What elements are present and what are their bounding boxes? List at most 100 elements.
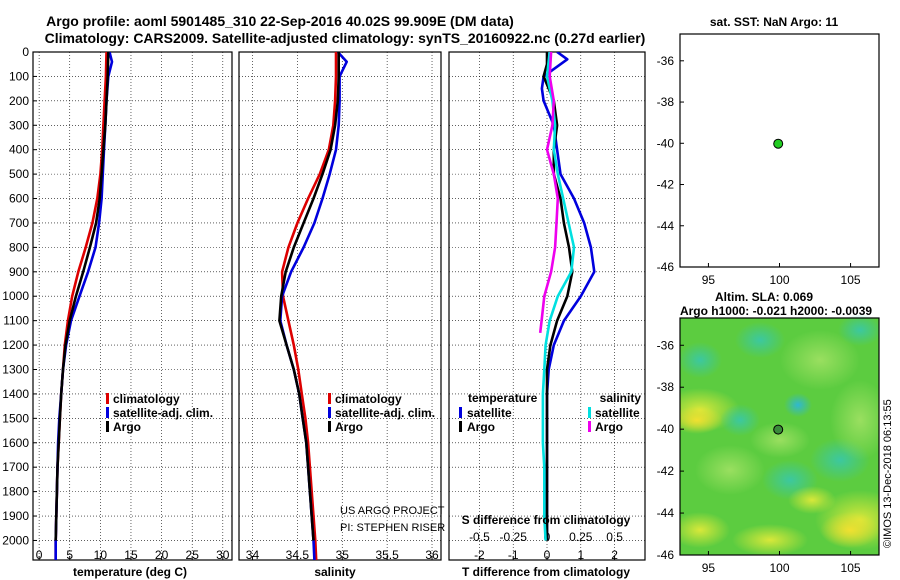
sla-heatmap — [680, 314, 879, 555]
altim-sla-title: Altim. SLA: 0.069 — [715, 290, 813, 304]
series-line-argo — [278, 52, 341, 541]
legend-heading-temperature: temperature — [468, 391, 538, 405]
series-line-salinity-satellite — [541, 52, 576, 541]
difference-xtick-label: 1 — [577, 548, 584, 562]
map-ytick-label: -38 — [657, 380, 675, 394]
legend-label-climatology: climatology — [113, 392, 180, 406]
figure-title-line1: Argo profile: aoml 5901485_310 22-Sep-20… — [46, 13, 514, 29]
depth-tick-label: 200 — [9, 94, 29, 108]
legend-swatch-satellite — [328, 407, 331, 418]
salinity-xtick-label: 35.5 — [375, 548, 399, 562]
altim-sla-subtitle: Argo h1000: -0.021 h2000: -0.0039 — [680, 304, 872, 318]
sla-field-patch — [780, 330, 860, 390]
legend-swatch-climatology — [328, 393, 331, 404]
salinity-legend: climatology satellite-adj. clim. Argo — [328, 392, 435, 434]
temperature-panel-frame — [32, 51, 233, 561]
argo-float-marker — [773, 138, 784, 149]
difference-xtick-label: -1 — [508, 548, 519, 562]
depth-tick-label: 1700 — [2, 460, 29, 474]
series-line-argo — [54, 52, 110, 541]
legend-label-climatology: climatology — [335, 392, 402, 406]
difference-secondary-tick-label: -0.25 — [500, 530, 528, 544]
map-axes: 95 100 105 -36 -38 -40 -42 -44 -46 95 100 105 -36 -38… — [657, 54, 861, 575]
series-line-climatology — [280, 52, 338, 560]
temperature-xtick-label: 25 — [186, 548, 200, 562]
sla-field-patch — [750, 422, 810, 458]
legend-swatch-climatology — [106, 393, 109, 404]
legend-swatch-t-argo — [459, 421, 462, 432]
depth-tick-label: 400 — [9, 143, 29, 157]
sla-field-patch — [830, 380, 879, 460]
temperature-xtick-label: 0 — [36, 548, 43, 562]
depth-tick-label: 300 — [9, 118, 29, 132]
depth-axis-ticks: 0 100 200 300 400 500 600 700 800 900 1000 1100 1200… — [2, 45, 37, 547]
difference-xtick-label: 0 — [544, 548, 551, 562]
sla-heatmap-field — [680, 314, 879, 555]
sla-field-patch — [680, 512, 730, 548]
map-xtick-label: 100 — [769, 273, 789, 287]
sst-map-frame — [679, 33, 880, 268]
sla-field-patch — [838, 314, 879, 346]
salinity-xtick-label: 34.5 — [286, 548, 310, 562]
legend-label-satellite: satellite-adj. clim. — [335, 406, 435, 420]
depth-tick-label: 1000 — [2, 289, 29, 303]
depth-tick-label: 600 — [9, 192, 29, 206]
figure-title-line2: Climatology: CARS2009. Satellite-adjuste… — [45, 30, 646, 46]
difference-secondary-tick-label: -0.5 — [469, 530, 490, 544]
sla-field-patch — [680, 406, 723, 434]
legend-label-argo: Argo — [113, 420, 141, 434]
temperature-xtick-label: 20 — [155, 548, 169, 562]
depth-tick-label: 1200 — [2, 338, 29, 352]
depth-tick-label: 2000 — [2, 533, 29, 547]
legend-swatch-argo — [328, 421, 331, 432]
depth-tick-label: 1100 — [3, 314, 29, 328]
depth-tick-label: 1800 — [2, 485, 29, 499]
depth-tick-label: 700 — [9, 216, 29, 230]
salinity-xtick-label: 34 — [246, 548, 260, 562]
difference-secondary-tick-label: 0.25 — [569, 530, 593, 544]
pi-credit: PI: STEPHEN RISER — [340, 522, 445, 534]
legend-swatch-t-satellite — [459, 407, 462, 418]
project-credit: US ARGO PROJECT — [340, 505, 445, 517]
depth-tick-label: 1400 — [2, 387, 29, 401]
map-ytick-label: -36 — [657, 54, 675, 68]
map-xtick-label: 105 — [841, 273, 861, 287]
temperature-xtick-label: 15 — [124, 548, 138, 562]
map-ytick-label: -46 — [657, 548, 675, 562]
legend-swatch-s-argo — [588, 421, 591, 432]
sla-field-patch — [735, 322, 785, 358]
map-ytick-label: -40 — [657, 136, 675, 150]
map-xtick-label: 105 — [841, 561, 861, 575]
legend-heading-salinity: salinity — [600, 391, 642, 405]
depth-tick-label: 1600 — [2, 436, 29, 450]
salinity-panel-frame — [238, 51, 442, 561]
temperature-series — [54, 52, 114, 560]
sla-field-patch — [820, 512, 879, 548]
map-xtick-label: 100 — [769, 561, 789, 575]
map-ytick-label: -42 — [657, 178, 675, 192]
salinity-xtick-label: 35 — [336, 548, 350, 562]
difference-xtick-label: 2 — [611, 548, 618, 562]
sla-field-patch — [732, 524, 808, 555]
depth-tick-label: 900 — [9, 265, 29, 279]
temperature-xtick-label: 10 — [94, 548, 108, 562]
imos-credit: ©IMOS 13-Dec-2018 06:13:55 — [882, 399, 894, 548]
difference-legend: temperature satellite Argo salinity sate… — [459, 391, 641, 434]
map-ytick-label: -40 — [657, 422, 675, 436]
legend-swatch-satellite — [106, 407, 109, 418]
map-xtick-label: 95 — [702, 561, 716, 575]
temperature-axis-label: temperature (deg C) — [73, 565, 187, 579]
legend-label-t-satellite: satellite — [467, 406, 512, 420]
temperature-legend: climatology satellite-adj. clim. Argo — [106, 392, 213, 434]
difference-series — [538, 52, 596, 541]
t-difference-axis-label: T difference from climatology — [462, 565, 630, 579]
depth-tick-label: 1500 — [2, 411, 29, 425]
depth-tick-label: 500 — [9, 167, 29, 181]
series-line-salinity-argo — [538, 52, 560, 334]
argo-float-marker — [773, 424, 784, 435]
legend-label-s-satellite: satellite — [595, 406, 640, 420]
legend-label-t-argo: Argo — [467, 420, 495, 434]
depth-tick-label: 1300 — [2, 363, 29, 377]
salinity-series — [278, 52, 349, 560]
